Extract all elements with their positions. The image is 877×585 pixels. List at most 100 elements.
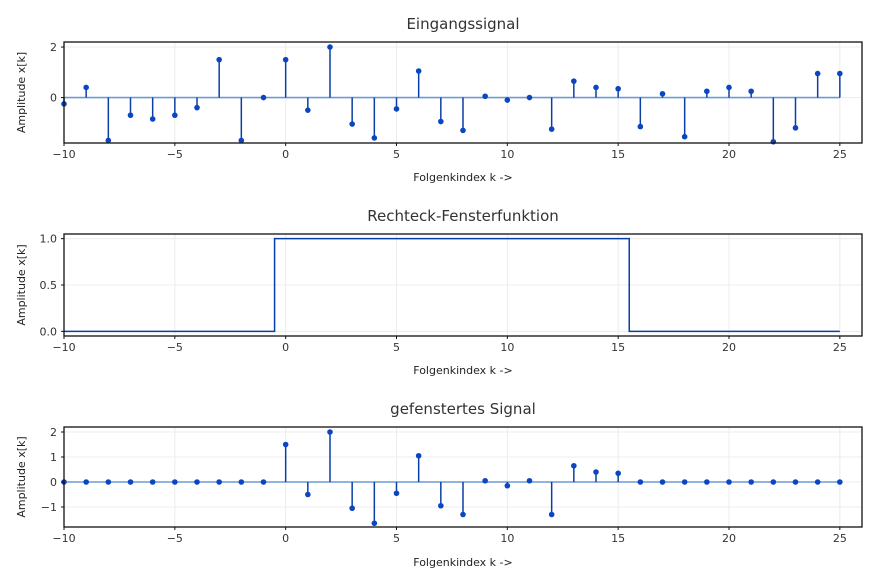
stem-marker	[327, 429, 333, 435]
stem-marker	[83, 479, 89, 485]
stem-marker	[127, 479, 134, 485]
y-tick-label: 1.0	[40, 233, 58, 246]
axes-frame	[63, 41, 863, 144]
y-tick-label: 1	[50, 451, 57, 464]
stem-marker	[814, 479, 821, 485]
y-axis-label: Amplitude x[k]	[15, 244, 28, 325]
y-tick-label: 0	[50, 476, 57, 489]
x-tick-label: 10	[500, 532, 514, 545]
x-tick-label: 20	[722, 148, 736, 161]
chart-panel-2: −10 −5 0 5 10 15 20 25 0.0 0.5 1.0 Rechteck-Fenster…	[15, 207, 863, 377]
stem-marker	[393, 106, 400, 112]
stem-marker	[149, 479, 156, 485]
x-tick-label: 5	[393, 341, 400, 354]
stem-marker	[504, 482, 511, 489]
stem-marker	[238, 137, 245, 144]
stem-marker	[704, 479, 710, 485]
x-tick-label: 25	[833, 341, 847, 354]
chart-title: gefenstertes Signal	[390, 400, 536, 418]
x-tick-label: 20	[722, 341, 736, 354]
stem-marker	[482, 477, 488, 484]
stem-marker	[837, 70, 843, 77]
stem-marker	[149, 116, 156, 122]
stem-marker	[726, 84, 732, 91]
x-tick-label: 25	[833, 532, 847, 545]
stem-marker	[792, 479, 799, 485]
stem-marker	[792, 125, 799, 131]
stem-marker	[349, 121, 355, 127]
stem-marker	[681, 133, 688, 140]
stem-marker	[659, 90, 666, 97]
stem-marker	[105, 137, 112, 144]
stem-marker	[172, 479, 178, 485]
x-tick-label: −10	[52, 532, 75, 545]
x-tick-label: 15	[611, 148, 625, 161]
stem-marker	[216, 56, 222, 63]
y-axis-label: Amplitude x[k]	[15, 436, 28, 517]
x-axis-label: Folgenkindex k ->	[413, 556, 512, 569]
x-tick-label: −10	[52, 148, 75, 161]
stem-marker	[349, 505, 355, 512]
stem-marker	[415, 452, 422, 459]
x-tick-label: 20	[722, 532, 736, 545]
x-tick-label: 15	[611, 341, 625, 354]
stem-marker	[571, 78, 577, 84]
stem-marker	[194, 479, 200, 485]
x-tick-label: 10	[500, 148, 514, 161]
chart-title: Rechteck-Fensterfunktion	[367, 207, 559, 225]
stem-marker	[438, 502, 444, 509]
x-tick-label: −5	[167, 532, 183, 545]
x-tick-label: −10	[52, 341, 75, 354]
x-tick-label: 25	[833, 148, 847, 161]
stem-marker	[637, 479, 644, 485]
y-tick-label: −1	[41, 501, 57, 514]
stem-marker	[260, 479, 267, 485]
stem-marker	[371, 135, 378, 141]
stem-marker	[216, 479, 222, 485]
stem-marker	[726, 479, 732, 485]
stem-marker	[83, 84, 89, 91]
stem-marker	[238, 479, 245, 485]
chart-title: Eingangssignal	[406, 15, 519, 33]
stem-marker	[837, 479, 843, 485]
axes-frame	[63, 426, 863, 528]
stem-marker	[305, 491, 311, 498]
stem-marker	[748, 88, 754, 95]
stem-marker	[615, 85, 621, 92]
stem-marker	[371, 520, 378, 527]
stem-marker	[194, 104, 200, 111]
stem-marker	[704, 88, 710, 95]
x-tick-label: 15	[611, 532, 625, 545]
stem-marker	[260, 94, 267, 101]
stem-marker	[482, 93, 488, 100]
stem-marker	[571, 462, 577, 469]
stem-marker	[460, 127, 466, 134]
chart-panel-1: −10 −5 0 5 10 15 20 25 0 2 Eingangssignal Folgenkin…	[15, 15, 863, 184]
x-tick-label: 10	[500, 341, 514, 354]
stem-marker	[282, 56, 289, 63]
stem-marker	[526, 94, 533, 101]
stem-marker	[415, 68, 422, 74]
stem-marker	[438, 118, 444, 125]
stem-marker	[593, 469, 599, 475]
stem-marker	[637, 123, 644, 130]
stem-marker	[172, 112, 178, 119]
x-tick-label: 0	[282, 341, 289, 354]
y-tick-label: 0.5	[40, 279, 58, 292]
stem-marker	[526, 477, 533, 484]
step-line	[64, 237, 840, 333]
x-tick-label: −5	[167, 341, 183, 354]
stem-marker	[681, 479, 688, 485]
y-tick-label: 2	[50, 426, 57, 439]
stem-marker	[327, 44, 333, 50]
x-tick-label: 0	[282, 532, 289, 545]
stem-marker	[593, 84, 599, 91]
stem-marker	[748, 479, 754, 485]
stem-marker	[814, 70, 821, 77]
x-tick-label: −5	[167, 148, 183, 161]
x-axis-label: Folgenkindex k ->	[413, 171, 512, 184]
y-tick-label: 0.0	[40, 325, 58, 338]
x-tick-label: 5	[393, 148, 400, 161]
